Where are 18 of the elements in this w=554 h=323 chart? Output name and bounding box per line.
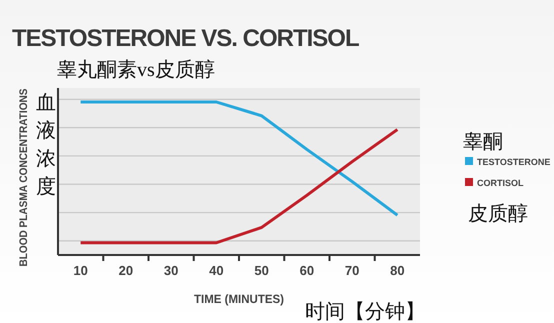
x-tick-label: 50 bbox=[254, 263, 269, 278]
chart-title: TESTOSTERONE VS. CORTISOL bbox=[12, 25, 359, 52]
legend-label: CORTISOL bbox=[477, 178, 524, 188]
text: 时间【分钟】 bbox=[305, 301, 425, 323]
y-axis-title: BLOOD PLASMA CONCENTRATIONS bbox=[18, 72, 30, 266]
legend-label: TESTOSTERONE bbox=[477, 157, 550, 167]
x-tick-label: 70 bbox=[344, 263, 360, 278]
chart-subtitle: 睾丸酮素vs皮质醇 bbox=[57, 59, 215, 81]
x-tick-label: 10 bbox=[73, 263, 88, 278]
x-axis-title: TIME (MINUTES) bbox=[194, 292, 288, 306]
text: 血液浓度 bbox=[36, 92, 56, 198]
text: 皮质醇 bbox=[468, 203, 528, 225]
x-tick-label: 80 bbox=[390, 263, 405, 278]
x-tick-label: 30 bbox=[164, 263, 178, 278]
x-tick-label: 60 bbox=[300, 263, 314, 278]
x-tick-label: 20 bbox=[118, 263, 134, 278]
x-tick-label: 40 bbox=[209, 263, 224, 278]
text: 睾酮 bbox=[463, 131, 503, 153]
